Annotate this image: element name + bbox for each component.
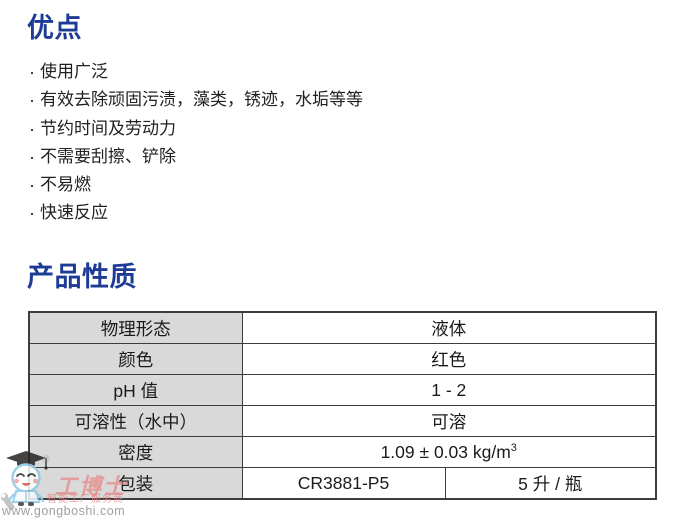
- row-value: 可溶: [241, 405, 657, 437]
- row-value: 红色: [241, 343, 657, 375]
- row-label: 颜色: [28, 343, 243, 375]
- list-item: · 快速反应: [29, 199, 363, 227]
- density-exponent: 3: [510, 441, 517, 454]
- list-item: · 节约时间及劳动力: [29, 115, 363, 143]
- list-item: · 不易燃: [29, 171, 363, 199]
- list-item-text: 不易燃: [40, 175, 91, 195]
- advantages-heading: 优点: [27, 13, 82, 43]
- list-item: · 使用广泛: [29, 58, 363, 86]
- list-item-text: 使用广泛: [40, 62, 108, 81]
- row-value: 液体: [241, 311, 657, 344]
- watermark-url: www.gongboshi.com: [2, 504, 126, 518]
- bullet-icon: ·: [29, 203, 35, 224]
- row-value: 1.09 ± 0.03 kg/m3: [241, 436, 657, 468]
- table-row: 颜色 红色: [28, 343, 657, 375]
- density-value: 1.09 ± 0.03 kg/m: [380, 441, 511, 462]
- table-row: pH 值 1 - 2: [28, 374, 657, 406]
- row-label: 可溶性（水中）: [28, 405, 243, 437]
- row-label: 物理形态: [28, 311, 243, 344]
- bullet-icon: ·: [29, 175, 35, 196]
- table-row: 物理形态 液体: [28, 311, 657, 344]
- table-row: 密度 1.09 ± 0.03 kg/m3: [28, 436, 657, 468]
- advantages-list: · 使用广泛 · 有效去除顽固污渍，藻类，锈迹，水垢等等 · 节约时间及劳动力 …: [29, 58, 363, 228]
- row-label: pH 值: [28, 374, 243, 406]
- list-item-text: 快速反应: [40, 203, 108, 223]
- list-item-text: 不需要刮擦、铲除: [40, 146, 176, 166]
- properties-table: 物理形态 液体 颜色 红色 pH 值 1 - 2 可溶性（水中） 可溶 密度 1…: [28, 311, 657, 500]
- row-label: 包装: [28, 467, 243, 500]
- row-value: CR3881-P5: [241, 467, 446, 500]
- bullet-icon: ·: [29, 118, 35, 139]
- list-item: · 不需要刮擦、铲除: [29, 143, 363, 171]
- bullet-icon: ·: [29, 146, 35, 167]
- bullet-icon: ·: [29, 90, 35, 111]
- row-label: 密度: [28, 436, 243, 468]
- properties-heading: 产品性质: [27, 262, 137, 292]
- list-item: · 有效去除顽固污渍，藻类，锈迹，水垢等等: [29, 86, 363, 114]
- list-item-text: 节约时间及劳动力: [40, 118, 176, 138]
- bullet-icon: ·: [29, 62, 35, 82]
- row-value: 1 - 2: [241, 374, 657, 406]
- table-row: 包装 CR3881-P5 5 升 / 瓶: [28, 467, 657, 500]
- list-item-text: 有效去除顽固污渍，藻类，锈迹，水垢等等: [40, 90, 363, 110]
- table-row: 可溶性（水中） 可溶: [28, 405, 657, 437]
- row-value: 5 升 / 瓶: [444, 467, 657, 500]
